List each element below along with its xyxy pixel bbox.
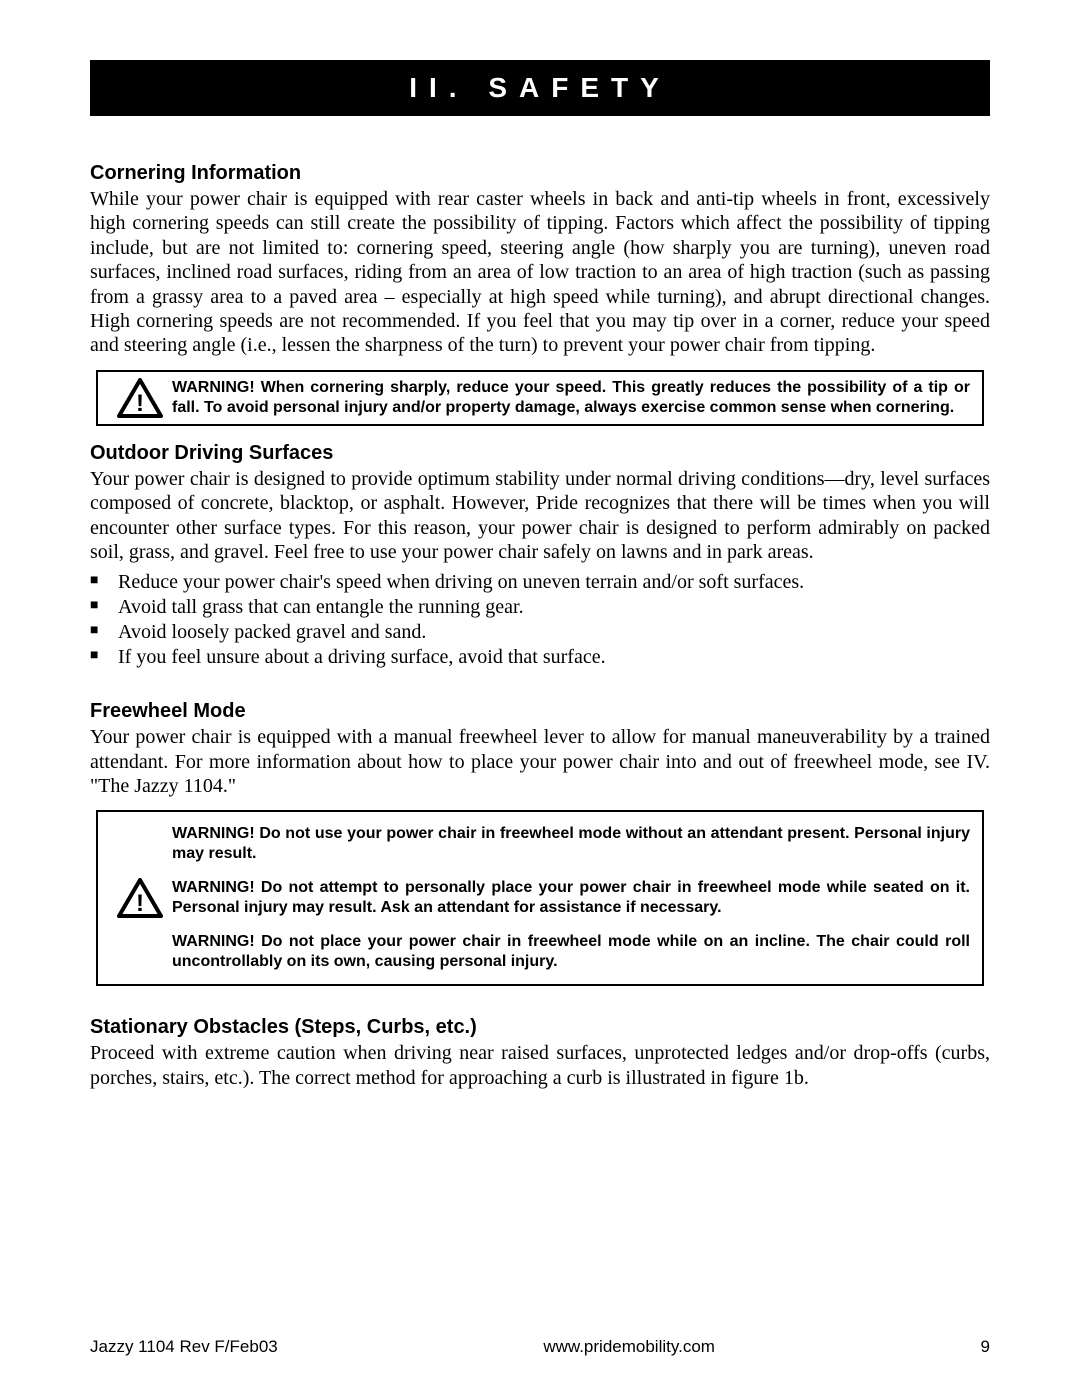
outdoor-bullet-list: Reduce your power chair's speed when dri… [90,570,990,670]
section-cornering: Cornering Information While your power c… [90,162,990,358]
heading-cornering: Cornering Information [90,162,990,185]
warning-box-cornering: ! WARNING! When cornering sharply, reduc… [96,370,984,426]
section-stationary: Stationary Obstacles (Steps, Curbs, etc.… [90,1016,990,1090]
list-item: Avoid tall grass that can entangle the r… [90,595,990,620]
body-stationary: Proceed with extreme caution when drivin… [90,1041,990,1090]
section-freewheel: Freewheel Mode Your power chair is equip… [90,700,990,798]
footer-center: www.pridemobility.com [543,1337,715,1357]
body-freewheel: Your power chair is equipped with a manu… [90,725,990,798]
warning-triangle-icon: ! [108,378,172,418]
body-cornering: While your power chair is equipped with … [90,187,990,358]
list-item: Avoid loosely packed gravel and sand. [90,620,990,645]
warning-triangle-icon: ! [108,878,172,918]
page-footer: Jazzy 1104 Rev F/Feb03 www.pridemobility… [90,1337,990,1357]
section-outdoor: Outdoor Driving Surfaces Your power chai… [90,442,990,671]
body-outdoor: Your power chair is designed to provide … [90,467,990,565]
svg-text:!: ! [136,890,144,917]
list-item: If you feel unsure about a driving surfa… [90,645,990,670]
heading-freewheel: Freewheel Mode [90,700,990,723]
footer-right: 9 [981,1337,990,1357]
warning-text-cornering: WARNING! When cornering sharply, reduce … [172,378,970,418]
footer-left: Jazzy 1104 Rev F/Feb03 [90,1337,278,1357]
svg-text:!: ! [136,390,144,417]
chapter-banner: II. SAFETY [90,60,990,116]
heading-outdoor: Outdoor Driving Surfaces [90,442,990,465]
heading-stationary: Stationary Obstacles (Steps, Curbs, etc.… [90,1016,990,1039]
warning-text-freewheel: WARNING! Do not use your power chair in … [172,824,970,972]
warning-box-freewheel: ! WARNING! Do not use your power chair i… [96,810,984,986]
list-item: Reduce your power chair's speed when dri… [90,570,990,595]
